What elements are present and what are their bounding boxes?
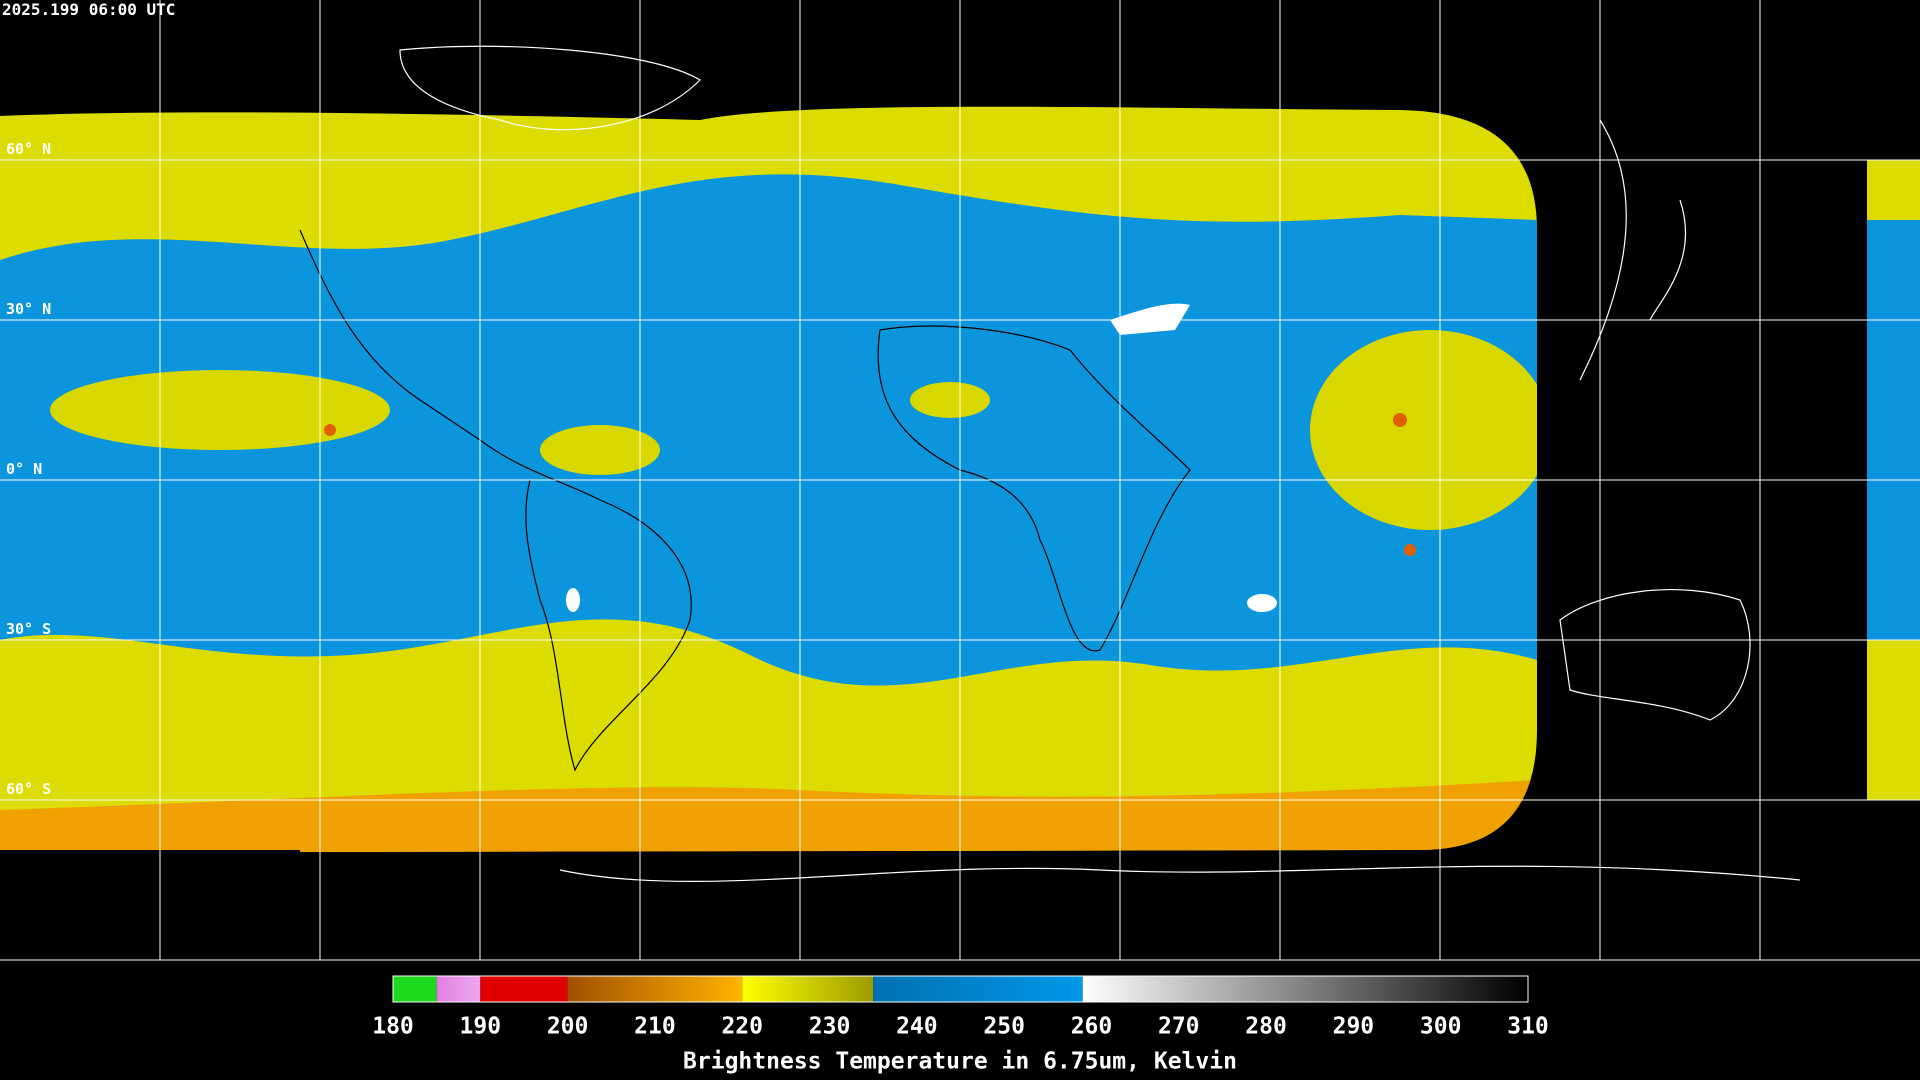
storm-core	[1404, 544, 1416, 556]
latitude-label: 30° S	[6, 620, 51, 638]
coastlines	[399, 45, 1801, 882]
colorbar-tick-label: 190	[460, 1014, 502, 1040]
dry-area	[1247, 594, 1277, 612]
colorbar-label: Brightness Temperature in 6.75um, Kelvin	[683, 1049, 1237, 1075]
latitude-label: 60° N	[6, 140, 51, 158]
colorbar-segment	[742, 976, 874, 1002]
colorbar-segment	[873, 976, 1083, 1002]
coastline	[559, 865, 1801, 882]
colorbar-tick-label: 240	[896, 1014, 938, 1040]
cloud	[910, 382, 990, 418]
latitude-label: 60° S	[6, 780, 51, 798]
cloud	[1310, 330, 1537, 530]
colorbar-tick-label: 310	[1507, 1014, 1549, 1040]
coastline	[299, 229, 692, 772]
graticule	[0, 0, 1920, 961]
colorbar-tick-label: 230	[809, 1014, 851, 1040]
coastline	[1559, 588, 1751, 721]
colorbar-tick-label: 220	[721, 1014, 763, 1040]
colorbar-segment	[480, 976, 568, 1002]
imagery-strip	[1867, 160, 1920, 220]
colorbar-tick-label: 300	[1420, 1014, 1462, 1040]
dry-area	[1110, 303, 1190, 335]
coastline	[399, 45, 701, 131]
colorbar-segment	[1082, 976, 1528, 1002]
colorbar-tick-label: 210	[634, 1014, 676, 1040]
latitude-labels: 60° N 30° N 0° N 30° S 60° S	[6, 140, 51, 798]
coastline	[1579, 119, 1687, 381]
latitude-label: 0° N	[6, 460, 42, 478]
latitude-label: 30° N	[6, 300, 51, 318]
dry-area	[566, 588, 580, 612]
colorbar-tick-label: 280	[1245, 1014, 1287, 1040]
cloud	[540, 425, 660, 475]
colorbar-tick-label: 270	[1158, 1014, 1200, 1040]
colorbar-segment	[567, 976, 743, 1002]
storm-core	[324, 424, 336, 436]
colorbar-segment	[393, 976, 437, 1002]
colorbar-tick-label: 180	[372, 1014, 414, 1040]
storm-core	[1393, 413, 1407, 427]
cloud	[50, 370, 390, 450]
colorbar: 180 190 200 210 220 230 240 250 260 270 280 290 300 3…	[372, 975, 1549, 1040]
colorbar-frame	[392, 975, 1529, 1003]
imagery-strip	[1867, 640, 1920, 800]
colorbar-segment	[436, 976, 481, 1002]
colorbar-tick-label: 260	[1071, 1014, 1113, 1040]
colorbar-tick-label: 250	[983, 1014, 1025, 1040]
blue-band	[0, 174, 1537, 686]
timestamp: 2025.199 06:00 UTC	[2, 0, 175, 19]
colorbar-tick-label: 200	[547, 1014, 589, 1040]
colorbar-tick-label: 290	[1333, 1014, 1375, 1040]
